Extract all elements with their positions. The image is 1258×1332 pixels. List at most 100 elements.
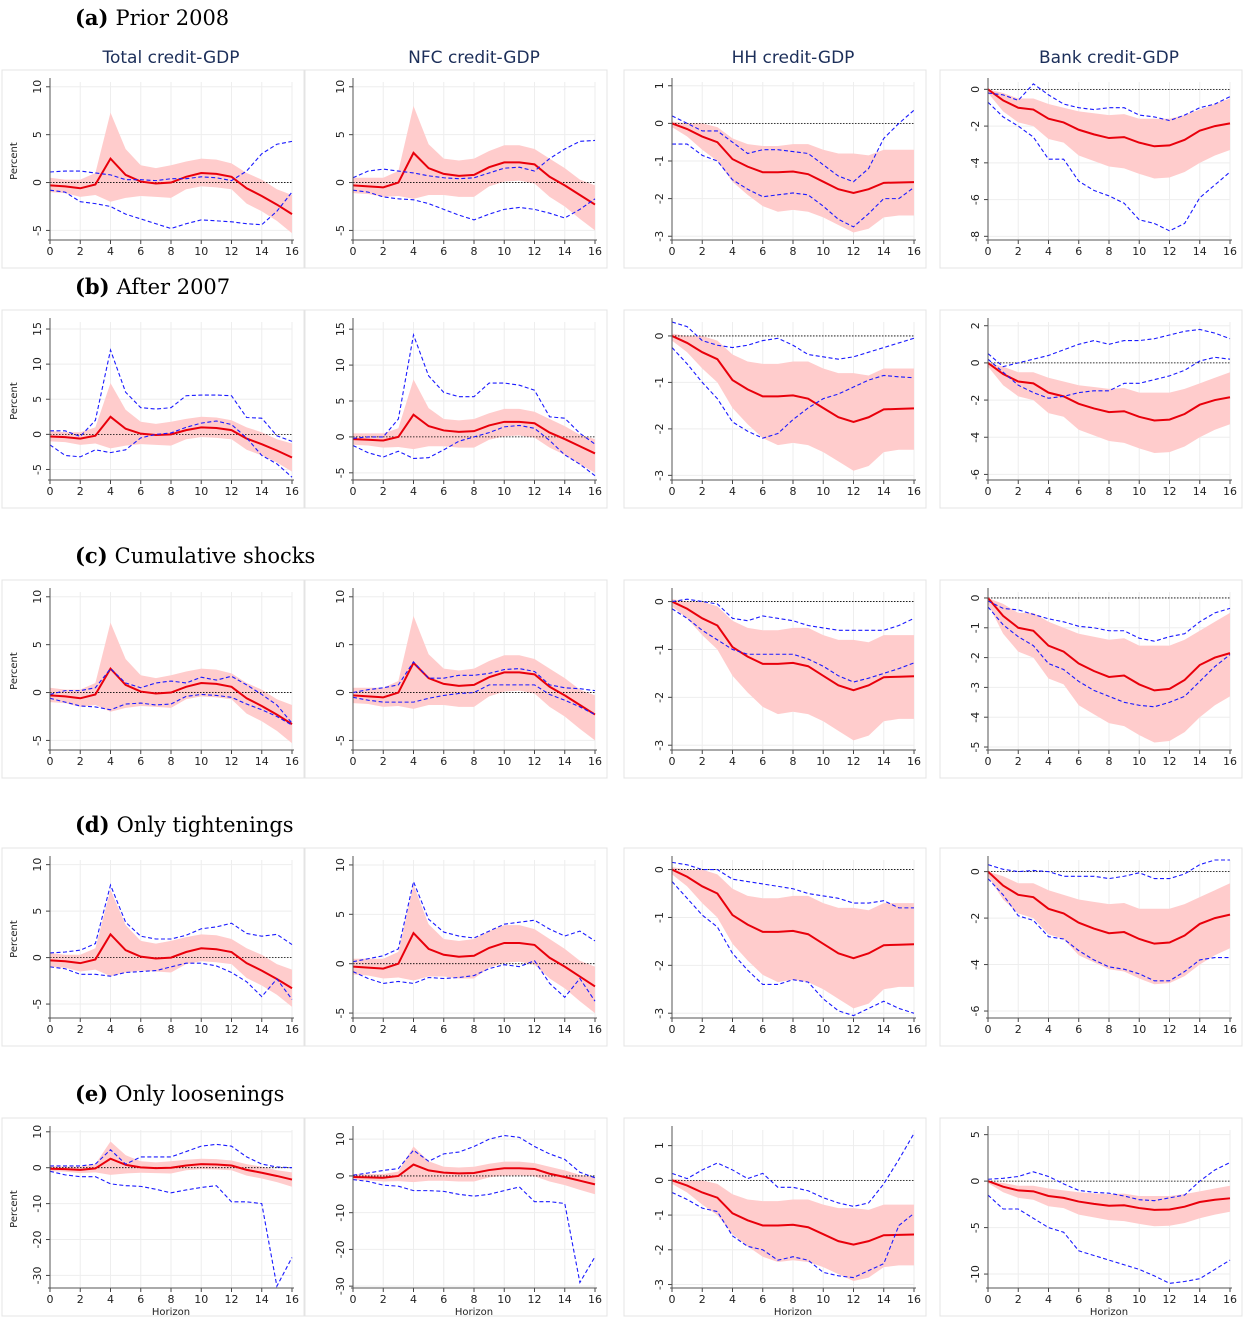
y-tick-label: -3 [653,231,666,242]
x-axis-label: Horizon [152,1307,190,1318]
x-tick-label: 14 [1193,755,1207,768]
panel-letter: (e) [75,1081,108,1106]
x-tick-label: 12 [528,245,542,258]
y-tick-label: 0 [334,1172,347,1179]
interval-line [671,598,915,631]
panel: 0 2 4 6 8 10 12 14 16 -6 -4 -2 0 2 [939,309,1243,509]
y-tick-label: -10 [969,1265,982,1283]
x-tick-label: 4 [107,1023,114,1036]
x-tick-label: 16 [588,755,602,768]
interval-line [49,962,293,1000]
x-tick-label: 10 [194,245,208,258]
x-tick-label: 10 [816,755,830,768]
panel-frame [304,309,608,509]
y-tick-label: 10 [31,1125,44,1139]
y-tick-label: 0 [31,689,44,696]
y-tick-label: -3 [969,682,982,693]
x-tick-label: 16 [1223,755,1237,768]
y-tick-label: 0 [334,433,347,440]
y-tick-label: 5 [334,641,347,648]
x-axis-label: Horizon [455,1307,493,1318]
x-tick-label: 0 [47,1023,54,1036]
y-tick-label: 15 [334,322,347,336]
confidence-band [988,362,1230,454]
y-tick-label: -2 [653,960,666,971]
panel: Horizon 0 2 4 6 8 10 12 14 16 -30 -20 -10 0 10 [304,1117,608,1318]
y-tick-label: 5 [31,396,44,403]
panel-heading: (e) Only loosenings [75,1081,284,1106]
y-tick-label: 0 [653,120,666,127]
y-tick-label: -1 [653,377,666,388]
y-tick-label: -6 [969,194,982,205]
x-tick-label: 16 [285,485,299,498]
x-tick-label: 16 [285,1023,299,1036]
x-tick-label: 0 [350,485,357,498]
panel-frame [939,1117,1243,1317]
x-tick-label: 4 [107,245,114,258]
x-tick-label: 2 [699,1293,706,1306]
y-tick-label: 5 [31,908,44,915]
x-tick-label: 4 [1045,1293,1052,1306]
confidence-band [50,112,292,234]
panel: Bank credit-GDP 0 2 4 6 8 10 12 14 16 -8 -6 -4 -2 0 [939,48,1243,269]
y-tick-label: -4 [969,157,982,168]
x-tick-label: 14 [877,1293,891,1306]
y-tick-label: 0 [334,179,347,186]
panel-frame [939,309,1243,509]
interval-line [672,143,915,228]
x-tick-label: 2 [699,485,706,498]
estimate-line [987,597,1231,692]
y-tick-label: 2 [969,322,982,329]
x-tick-label: 14 [255,245,269,258]
interval-line [671,347,915,439]
y-tick-label: 10 [334,858,347,872]
confidence-band [353,615,595,741]
estimate-line [987,1180,1231,1211]
y-tick-label: 0 [653,866,666,873]
panel-letter: (c) [75,543,108,568]
x-tick-label: 10 [497,1293,511,1306]
x-tick-label: 0 [985,1023,992,1036]
confidence-band [353,884,595,1014]
x-tick-label: 14 [558,1293,572,1306]
panel-frame [623,69,927,269]
confidence-band [988,871,1230,985]
x-tick-label: 16 [588,485,602,498]
x-tick-label: 0 [669,1293,676,1306]
x-tick-label: 8 [1106,1293,1113,1306]
x-axis-label: Horizon [1090,1307,1128,1318]
y-tick-label: 5 [334,131,347,138]
x-tick-label: 4 [410,1293,417,1306]
x-tick-label: 2 [699,755,706,768]
y-tick-label: 5 [969,1131,982,1138]
interval-line [352,139,596,180]
x-tick-label: 14 [1193,1023,1207,1036]
x-tick-label: 12 [1163,245,1177,258]
interval-line [49,189,293,230]
estimate-line [671,1179,915,1246]
x-tick-label: 2 [380,245,387,258]
y-tick-label: -2 [653,193,666,204]
x-tick-label: 0 [669,485,676,498]
x-tick-label: 12 [1163,1293,1177,1306]
x-tick-label: 8 [471,485,478,498]
panel-frame [1,69,305,269]
x-tick-label: 10 [816,485,830,498]
x-tick-label: 16 [1223,245,1237,258]
x-tick-label: 14 [558,755,572,768]
x-tick-label: 10 [1132,245,1146,258]
estimate-line [49,666,293,725]
x-tick-label: 6 [1075,1293,1082,1306]
y-tick-label: 10 [31,858,44,872]
x-tick-label: 12 [528,1293,542,1306]
x-tick-label: 0 [985,245,992,258]
interval-line [352,661,596,694]
y-axis-label: Percent [9,1190,20,1228]
x-tick-label: 0 [350,245,357,258]
confidence-band [672,121,914,233]
